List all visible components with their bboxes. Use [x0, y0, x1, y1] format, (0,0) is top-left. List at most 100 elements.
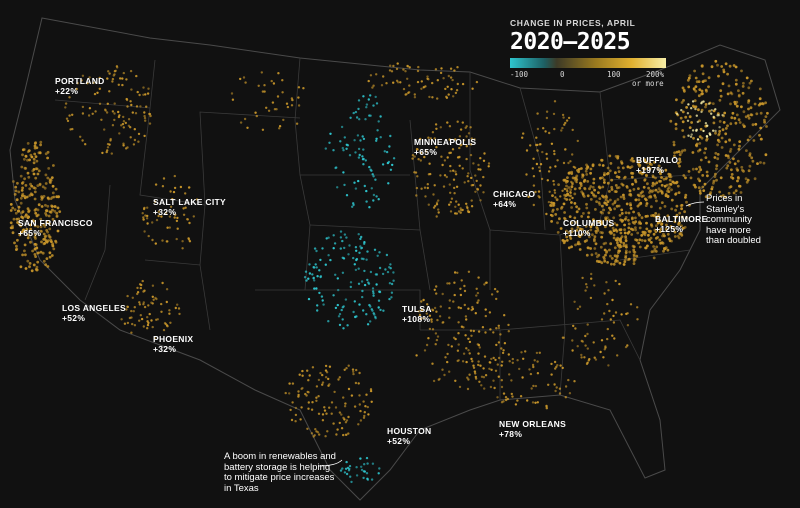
price-dot	[366, 462, 369, 465]
price-dot	[28, 194, 32, 197]
price-dot	[624, 235, 627, 239]
price-dot	[459, 293, 463, 297]
legend-title: CHANGE IN PRICES, APRIL	[510, 18, 636, 28]
price-dot	[455, 185, 459, 188]
price-dot	[750, 79, 753, 83]
legend: CHANGE IN PRICES, APRIL 2020–2025 -100 0…	[510, 18, 670, 90]
price-dot	[607, 289, 610, 292]
price-dot	[516, 359, 519, 362]
price-dot	[568, 171, 572, 174]
price-dot	[347, 415, 350, 419]
price-dot	[624, 217, 627, 221]
price-dot	[474, 312, 477, 315]
price-dot	[166, 240, 169, 243]
price-dot	[588, 235, 591, 239]
price-dot	[525, 149, 529, 152]
price-dot	[734, 102, 737, 106]
price-dot	[611, 226, 615, 230]
price-dot	[620, 313, 623, 316]
price-dot	[677, 191, 681, 195]
price-dot	[674, 215, 678, 219]
price-dot	[724, 154, 728, 157]
price-dot	[672, 140, 676, 144]
price-dot	[336, 428, 339, 431]
price-dot	[726, 72, 729, 76]
price-dot	[488, 361, 491, 364]
price-dot	[151, 295, 154, 298]
price-dot	[563, 187, 566, 191]
price-dot	[337, 288, 340, 292]
price-dot	[589, 167, 593, 171]
price-dot	[704, 103, 708, 106]
price-dot	[370, 400, 373, 403]
city-value: +22%	[55, 86, 79, 96]
price-dot	[324, 369, 328, 372]
price-dot	[345, 236, 348, 239]
price-dot	[530, 387, 533, 390]
price-dot	[13, 208, 17, 212]
price-dot	[307, 297, 311, 301]
price-dot	[727, 84, 731, 88]
price-dot	[529, 372, 533, 376]
price-dot	[454, 91, 458, 95]
price-dot	[243, 117, 247, 121]
price-dot	[490, 293, 494, 296]
price-dot	[590, 253, 594, 257]
price-dot	[131, 111, 134, 114]
price-dot	[146, 323, 150, 327]
price-dot	[174, 306, 177, 310]
price-dot	[608, 190, 611, 193]
price-dot	[689, 135, 693, 138]
price-dot	[712, 179, 716, 183]
price-dot	[148, 112, 152, 116]
price-dot	[345, 460, 348, 464]
price-dot	[626, 231, 630, 235]
price-dot	[666, 214, 670, 218]
price-dot	[561, 239, 565, 242]
price-dot	[355, 258, 358, 262]
price-dot	[117, 110, 120, 114]
price-dot	[173, 186, 177, 190]
price-dot	[728, 150, 732, 153]
price-dot	[20, 230, 24, 234]
price-dot	[674, 192, 678, 195]
price-dot	[20, 215, 24, 219]
price-dot	[640, 195, 644, 198]
price-dot	[740, 69, 743, 73]
price-dot	[12, 180, 15, 183]
price-dot	[553, 191, 557, 194]
price-dot	[34, 211, 38, 215]
price-dot	[681, 86, 685, 90]
price-dot	[589, 296, 593, 300]
price-dot	[621, 183, 625, 187]
price-dot	[188, 221, 191, 225]
price-dot	[321, 381, 325, 384]
price-dot	[124, 147, 128, 150]
price-dot	[357, 382, 360, 385]
city-name: MINNEAPOLIS	[414, 137, 477, 147]
price-dot	[352, 372, 355, 376]
price-dot	[484, 331, 487, 334]
price-dot	[470, 334, 473, 337]
price-dot	[735, 167, 739, 171]
price-dot	[636, 318, 639, 321]
price-dot	[308, 374, 311, 377]
price-dot	[503, 342, 507, 345]
price-dot	[651, 189, 655, 193]
price-dot	[81, 105, 85, 109]
price-dot	[142, 290, 145, 293]
price-dot	[303, 276, 307, 279]
price-dot	[571, 181, 574, 185]
price-dot	[565, 184, 568, 188]
price-dot	[468, 352, 471, 355]
price-dot	[682, 88, 686, 92]
price-dot	[566, 179, 569, 183]
price-dot	[270, 79, 273, 83]
price-dot	[340, 308, 343, 312]
price-dot	[21, 186, 24, 190]
price-dot	[30, 193, 34, 197]
price-dot	[474, 190, 477, 193]
city-name: CHICAGO	[493, 189, 536, 199]
price-dot	[173, 216, 176, 219]
price-dot	[175, 237, 178, 241]
